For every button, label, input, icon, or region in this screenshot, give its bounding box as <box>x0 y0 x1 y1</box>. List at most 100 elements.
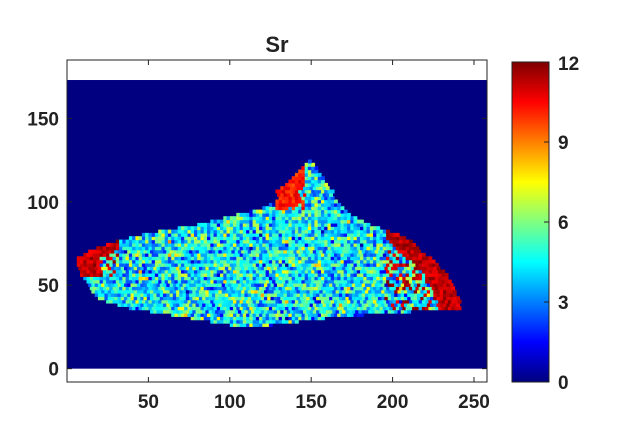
heatmap-cell <box>399 299 403 304</box>
heatmap-cell <box>395 306 400 311</box>
heatmap-cell <box>88 283 93 287</box>
heatmap-cell <box>114 249 119 254</box>
heatmap-cell <box>298 182 303 187</box>
heatmap-cell <box>220 319 224 324</box>
heatmap-cell <box>114 293 119 297</box>
heatmap-cell <box>285 246 289 251</box>
heatmap-cell <box>158 256 163 261</box>
heatmap-cell <box>141 306 146 311</box>
heatmap-cell <box>257 296 262 301</box>
heatmap-cell <box>311 189 316 194</box>
heatmap-cell <box>298 306 303 311</box>
heatmap-cell <box>307 176 312 181</box>
heatmap-cell <box>430 293 434 297</box>
heatmap-cell <box>272 259 276 264</box>
heatmap-cell <box>236 232 241 237</box>
heatmap-cell <box>181 242 185 247</box>
heatmap-cell <box>205 296 210 301</box>
heatmap-cell <box>210 259 215 264</box>
heatmap-cell <box>242 256 247 261</box>
heatmap-cell <box>286 266 291 271</box>
heatmap-cell <box>386 279 390 284</box>
heatmap-cell <box>421 256 426 261</box>
heatmap-cell <box>194 262 198 267</box>
heatmap-cell <box>290 296 294 301</box>
heatmap-cell <box>192 249 197 254</box>
heatmap-cell <box>216 316 221 321</box>
heatmap-cell <box>307 202 312 207</box>
heatmap-cell <box>137 289 141 294</box>
heatmap-cell <box>301 229 306 234</box>
heatmap-cell <box>220 239 224 244</box>
heatmap-cell <box>415 246 420 251</box>
heatmap-cell <box>101 296 106 301</box>
heatmap-cell <box>389 256 394 261</box>
heatmap-cell <box>438 273 443 277</box>
heatmap-cell <box>265 299 270 304</box>
heatmap-cell <box>340 259 345 264</box>
heatmap-cell <box>278 229 283 234</box>
heatmap-cell <box>288 209 293 214</box>
heatmap-cell <box>242 273 247 277</box>
heatmap-cell <box>337 256 342 261</box>
heatmap-cell <box>124 303 128 307</box>
heatmap-cell <box>309 309 314 314</box>
heatmap-cell <box>96 252 101 257</box>
heatmap-cell <box>128 242 133 247</box>
heatmap-cell <box>283 293 288 297</box>
heatmap-cell <box>415 259 420 264</box>
heatmap-cell <box>371 303 376 307</box>
heatmap-cell <box>337 246 342 251</box>
heatmap-cell <box>353 246 358 251</box>
heatmap-cell <box>340 273 345 277</box>
heatmap-cell <box>181 286 185 291</box>
heatmap-cell <box>164 299 169 304</box>
heatmap-cell <box>311 299 316 304</box>
heatmap-cell <box>278 276 283 281</box>
heatmap-cell <box>255 232 260 237</box>
heatmap-cell <box>303 309 307 314</box>
heatmap-cell <box>430 266 434 271</box>
heatmap-cell <box>197 236 202 241</box>
heatmap-cell <box>286 296 291 301</box>
heatmap-cell <box>301 182 306 187</box>
heatmap-cell <box>229 299 234 304</box>
heatmap-cell <box>278 242 283 247</box>
heatmap-cell <box>361 289 366 294</box>
heatmap-cell <box>107 283 112 287</box>
heatmap-cell <box>408 286 413 291</box>
heatmap-cell <box>330 276 335 281</box>
heatmap-cell <box>187 236 192 241</box>
heatmap-cell <box>233 216 237 221</box>
heatmap-cell <box>317 226 322 231</box>
heatmap-cell <box>382 239 387 244</box>
heatmap-cell <box>137 283 141 287</box>
heatmap-cell <box>405 273 410 277</box>
heatmap-cell <box>128 259 133 264</box>
heatmap-cell <box>391 283 395 287</box>
heatmap-cell <box>161 239 166 244</box>
heatmap-cell <box>369 262 374 267</box>
heatmap-cell <box>345 309 350 314</box>
heatmap-cell <box>418 306 423 311</box>
heatmap-cell <box>288 313 293 317</box>
heatmap-cell <box>317 189 322 194</box>
heatmap-cell <box>150 249 154 254</box>
heatmap-cell <box>421 286 426 291</box>
heatmap-cell <box>281 206 286 211</box>
heatmap-cell <box>291 256 296 261</box>
heatmap-cell <box>413 303 418 307</box>
heatmap-cell <box>294 212 299 217</box>
heatmap-cell <box>283 186 288 191</box>
heatmap-cell <box>337 212 342 217</box>
heatmap-cell <box>171 256 176 261</box>
heatmap-cell <box>102 246 107 251</box>
heatmap-cell <box>171 262 176 267</box>
heatmap-cell <box>221 249 226 254</box>
heatmap-cell <box>145 269 149 274</box>
heatmap-cell <box>97 289 102 294</box>
heatmap-cell <box>252 229 257 234</box>
heatmap-cell <box>392 256 397 261</box>
heatmap-cell <box>161 269 166 274</box>
heatmap-cell <box>338 266 343 271</box>
